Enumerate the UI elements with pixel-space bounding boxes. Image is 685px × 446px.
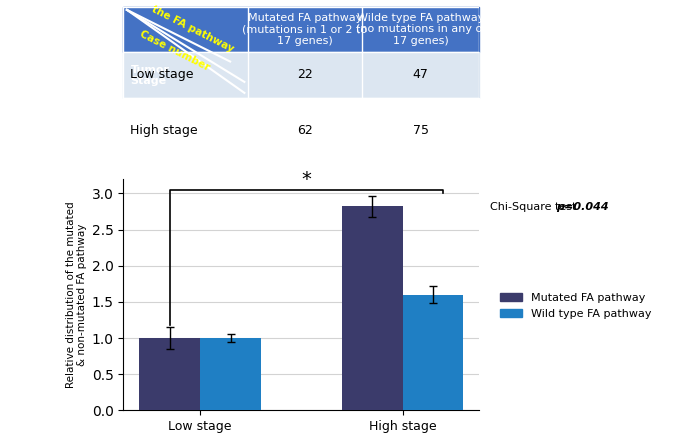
Text: p=0.044: p=0.044 — [556, 202, 609, 212]
Bar — [200, 338, 261, 410]
Text: 22: 22 — [297, 68, 313, 81]
Text: Low stage: Low stage — [130, 68, 194, 81]
Text: *: * — [301, 170, 312, 189]
Legend: Mutated FA pathway, Wild type FA pathway: Mutated FA pathway, Wild type FA pathway — [496, 289, 656, 323]
Bar — [403, 295, 463, 410]
Text: 75: 75 — [413, 124, 429, 137]
Text: Wilde type FA pathway
(no mutations in any of
17 genes): Wilde type FA pathway (no mutations in a… — [356, 13, 486, 46]
Bar — [123, 52, 480, 98]
Text: Mutated FA pathway
(mutations in 1 or 2 to
17 genes): Mutated FA pathway (mutations in 1 or 2 … — [242, 13, 368, 46]
Bar — [342, 206, 403, 410]
Text: the FA pathway: the FA pathway — [150, 4, 236, 54]
Bar — [140, 338, 200, 410]
Bar — [123, 98, 480, 163]
Bar — [123, 7, 480, 52]
Text: 47: 47 — [413, 68, 429, 81]
Text: Tumor
Stage: Tumor Stage — [130, 65, 169, 87]
Text: 62: 62 — [297, 124, 313, 137]
Text: High stage: High stage — [130, 124, 198, 137]
Text: Case number: Case number — [138, 29, 212, 73]
Text: Chi-Square test: Chi-Square test — [490, 202, 577, 212]
Y-axis label: Relative distribution of the mutated
& non-mutated FA pathway: Relative distribution of the mutated & n… — [66, 201, 88, 388]
